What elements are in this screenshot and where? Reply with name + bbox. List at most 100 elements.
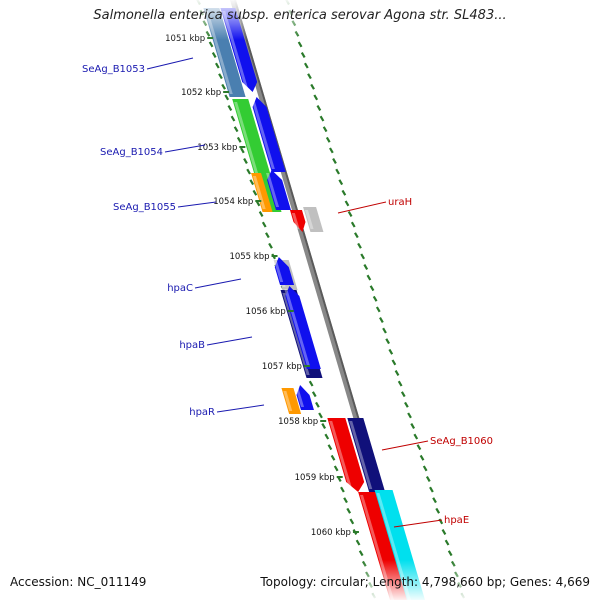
tick-mark — [268, 242, 273, 249]
gene-leader-line — [194, 278, 242, 289]
tick-mark — [404, 401, 409, 408]
tick-mark — [319, 115, 325, 122]
tick-mark — [249, 179, 255, 186]
tick-mark — [355, 539, 361, 546]
feature-navy-b1060 — [347, 418, 386, 492]
tick-mark — [432, 497, 437, 504]
gene-label-hpae[interactable]: hpaE — [444, 515, 469, 526]
tick-mark — [329, 147, 334, 154]
tick-mark — [324, 433, 330, 440]
tick-mark — [297, 41, 303, 48]
tick-mark — [330, 454, 336, 461]
tick-mark — [447, 550, 453, 557]
tick-mark — [224, 94, 230, 101]
feature-orange-hpar — [281, 388, 302, 414]
tick-mark — [265, 232, 270, 239]
tick-mark — [419, 454, 425, 461]
tick-mark — [379, 317, 384, 323]
tick-mark — [196, 0, 201, 5]
tick-mark — [300, 52, 306, 58]
tick-mark — [375, 306, 381, 313]
tick-mark — [450, 560, 456, 567]
feature-blue-hpac — [273, 257, 295, 285]
tick-mark — [311, 391, 317, 398]
tick-mark — [308, 380, 314, 387]
tick-mark — [333, 465, 339, 472]
tick-mark — [397, 380, 403, 387]
tick-mark — [240, 147, 245, 154]
tick-mark — [236, 136, 242, 143]
gene-leader-line — [164, 144, 206, 153]
tick-mark — [358, 550, 364, 557]
tick-mark — [460, 592, 466, 599]
feature-blue-b1055 — [266, 170, 291, 210]
gene-label-hpac[interactable]: hpaC — [167, 283, 193, 294]
tick-mark — [343, 497, 348, 504]
tick-mark — [394, 370, 400, 376]
gene-label-urah[interactable]: uraH — [388, 197, 412, 208]
tick-mark — [322, 126, 328, 133]
tick-mark — [318, 412, 323, 419]
tick-mark — [422, 465, 428, 472]
tick-mark — [221, 83, 226, 90]
tick-mark — [315, 401, 320, 408]
feature-gray-urah — [303, 207, 324, 232]
tick-mark — [332, 158, 337, 164]
tick-mark — [410, 423, 416, 429]
tick-mark — [218, 73, 223, 80]
gene-label-hpar[interactable]: hpaR — [189, 407, 215, 418]
feature-orange-b1055 — [251, 173, 273, 212]
tick-mark — [407, 412, 412, 419]
gene-label-seag_b1060[interactable]: SeAg_B1060 — [430, 436, 493, 447]
tick-mark — [205, 30, 211, 37]
gene-leader-line — [206, 336, 253, 346]
gene-leader-line — [393, 519, 443, 528]
feature-red-b1060 — [327, 418, 365, 492]
tick-mark — [246, 168, 251, 175]
tick-mark — [307, 73, 312, 80]
tick-mark — [340, 486, 345, 493]
tick-mark — [294, 30, 300, 37]
tick-mark — [252, 189, 258, 196]
tick-mark — [258, 211, 264, 217]
tick-mark — [285, 0, 290, 5]
kbp-tick-label: 1053 kbp — [197, 143, 237, 153]
tick-mark — [372, 295, 378, 302]
tick-mark — [366, 274, 372, 281]
kbp-tick-label: 1054 kbp — [213, 197, 253, 207]
tick-mark — [413, 433, 419, 440]
gene-label-seag_b1054[interactable]: SeAg_B1054 — [100, 147, 163, 158]
feature-blue-b1054 — [251, 97, 286, 172]
tick-mark — [346, 507, 352, 514]
tick-mark — [215, 62, 220, 69]
kbp-tick-label: 1051 kbp — [165, 34, 205, 44]
tick-mark — [416, 444, 422, 451]
tick-mark — [429, 486, 434, 493]
tick-mark — [382, 327, 387, 334]
tick-mark — [385, 338, 391, 345]
kbp-tick-label: 1056 kbp — [246, 307, 286, 317]
gene-leader-line — [381, 440, 429, 451]
gene-leader-line — [337, 201, 387, 214]
tick-mark — [211, 52, 217, 58]
tick-mark — [438, 518, 444, 525]
gene-leader-line — [146, 57, 194, 70]
tick-mark — [313, 94, 319, 101]
tick-mark — [344, 200, 350, 207]
kbp-tick-label: 1052 kbp — [181, 88, 221, 98]
tick-mark — [363, 264, 369, 270]
tick-mark — [357, 242, 362, 249]
tick-mark — [435, 507, 441, 514]
gene-label-seag_b1055[interactable]: SeAg_B1055 — [113, 202, 176, 213]
kbp-tick-label: 1057 kbp — [262, 362, 302, 372]
tick-mark — [316, 105, 322, 111]
gene-label-seag_b1053[interactable]: SeAg_B1053 — [82, 64, 145, 75]
tick-mark — [325, 136, 331, 143]
tick-mark — [208, 41, 214, 48]
tick-mark — [335, 168, 340, 175]
tick-mark — [425, 476, 431, 482]
tick-mark — [371, 592, 377, 599]
gene-label-hpab[interactable]: hpaB — [179, 340, 205, 351]
